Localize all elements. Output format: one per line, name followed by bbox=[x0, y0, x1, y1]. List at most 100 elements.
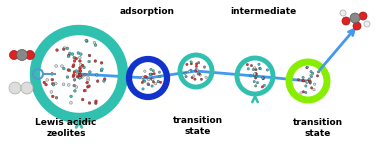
Point bbox=[196, 73, 202, 75]
Point bbox=[188, 61, 194, 63]
Point bbox=[41, 81, 47, 84]
Point bbox=[304, 81, 310, 83]
Circle shape bbox=[340, 10, 346, 16]
Point bbox=[146, 83, 152, 86]
Point bbox=[73, 57, 79, 60]
Point bbox=[182, 72, 188, 75]
Point bbox=[303, 85, 309, 87]
Point bbox=[150, 78, 156, 81]
Point bbox=[50, 83, 56, 85]
Point bbox=[65, 69, 71, 71]
Point bbox=[149, 78, 155, 80]
Point bbox=[260, 77, 266, 79]
Point bbox=[304, 66, 310, 69]
Point bbox=[260, 77, 266, 79]
Point bbox=[191, 75, 197, 77]
Point bbox=[81, 66, 87, 69]
Point bbox=[194, 63, 200, 65]
Point bbox=[51, 83, 57, 86]
Point bbox=[198, 78, 204, 81]
Point bbox=[77, 67, 83, 69]
Point bbox=[189, 76, 195, 79]
Point bbox=[253, 85, 259, 87]
Point bbox=[77, 56, 83, 59]
Circle shape bbox=[353, 22, 361, 30]
Point bbox=[93, 102, 99, 104]
Point bbox=[149, 73, 155, 75]
Point bbox=[54, 49, 60, 51]
Point bbox=[188, 63, 194, 65]
Point bbox=[311, 83, 318, 85]
Point bbox=[76, 74, 82, 77]
Point bbox=[64, 76, 70, 78]
Point bbox=[306, 78, 312, 80]
Point bbox=[68, 95, 74, 98]
Point bbox=[184, 63, 190, 66]
Point bbox=[93, 100, 99, 102]
Point bbox=[147, 73, 153, 75]
Point bbox=[91, 41, 98, 44]
Point bbox=[77, 60, 83, 62]
Point bbox=[251, 74, 257, 77]
Point bbox=[183, 75, 189, 78]
Point bbox=[311, 89, 317, 91]
Point bbox=[80, 64, 86, 67]
Circle shape bbox=[359, 12, 367, 20]
Point bbox=[308, 87, 314, 89]
Point bbox=[193, 68, 199, 71]
Point bbox=[304, 81, 310, 83]
Point bbox=[64, 47, 70, 49]
Point bbox=[256, 63, 262, 65]
Point bbox=[84, 40, 90, 42]
Point bbox=[87, 71, 93, 73]
Point bbox=[71, 74, 77, 76]
Point bbox=[98, 69, 104, 72]
Point bbox=[94, 80, 101, 82]
Point bbox=[192, 78, 198, 80]
Point bbox=[253, 73, 259, 75]
Point bbox=[43, 83, 49, 86]
Point bbox=[252, 67, 258, 69]
Point bbox=[66, 54, 72, 57]
Point bbox=[145, 83, 151, 85]
Point bbox=[78, 53, 84, 55]
Point bbox=[188, 69, 194, 71]
Point bbox=[253, 75, 259, 77]
Point bbox=[71, 71, 77, 73]
Point bbox=[252, 73, 258, 75]
Point bbox=[301, 80, 307, 82]
Point bbox=[158, 81, 164, 83]
Point bbox=[253, 69, 259, 71]
Point bbox=[70, 75, 76, 78]
Point bbox=[244, 63, 250, 66]
Point bbox=[259, 86, 265, 88]
Point bbox=[314, 75, 321, 77]
Point bbox=[203, 76, 209, 78]
Point bbox=[149, 85, 155, 87]
Point bbox=[248, 64, 254, 67]
Point bbox=[71, 60, 77, 62]
Circle shape bbox=[9, 50, 19, 59]
Point bbox=[201, 66, 208, 68]
Circle shape bbox=[350, 13, 360, 23]
Point bbox=[148, 68, 154, 71]
Point bbox=[73, 86, 79, 88]
Point bbox=[49, 78, 55, 81]
Point bbox=[248, 75, 254, 77]
Point bbox=[301, 91, 307, 93]
Point bbox=[196, 61, 202, 64]
Circle shape bbox=[364, 21, 370, 27]
Point bbox=[251, 80, 257, 83]
Point bbox=[140, 88, 146, 90]
Point bbox=[61, 47, 67, 49]
Point bbox=[194, 65, 200, 68]
Point bbox=[49, 73, 55, 75]
Point bbox=[257, 67, 263, 70]
Point bbox=[308, 74, 314, 77]
Point bbox=[94, 74, 100, 76]
Point bbox=[76, 77, 82, 79]
Point bbox=[77, 77, 83, 79]
Point bbox=[72, 90, 78, 92]
Point bbox=[71, 79, 77, 81]
Point bbox=[254, 82, 260, 84]
